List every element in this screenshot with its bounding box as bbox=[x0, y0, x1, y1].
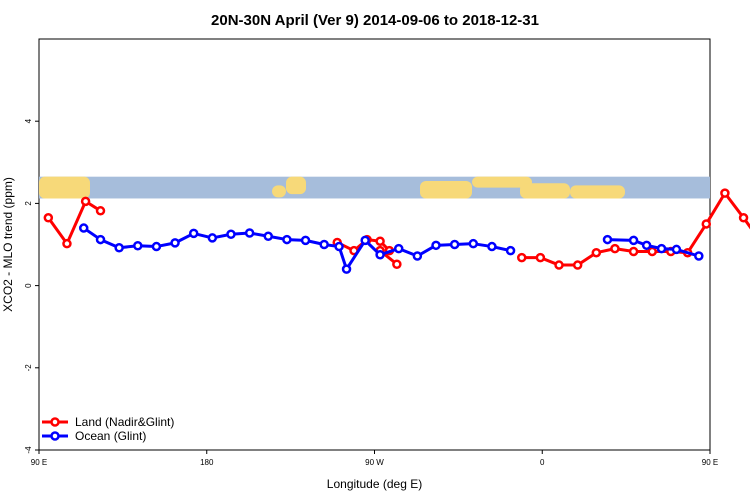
x-tick-label: 180 bbox=[200, 458, 214, 467]
data-point bbox=[226, 229, 236, 239]
data-point bbox=[43, 213, 54, 223]
data-point bbox=[282, 234, 292, 245]
data-point bbox=[694, 251, 704, 261]
data-point bbox=[360, 235, 370, 246]
data-point bbox=[591, 247, 602, 258]
data-point bbox=[487, 241, 497, 252]
data-point bbox=[535, 252, 546, 263]
data-point bbox=[671, 244, 682, 255]
x-tick-label: 90 E bbox=[702, 458, 718, 467]
data-point bbox=[341, 264, 352, 274]
data-point bbox=[431, 240, 441, 251]
data-point bbox=[656, 243, 667, 254]
data-point bbox=[300, 235, 311, 246]
x-tick-label: 90 E bbox=[31, 458, 47, 467]
data-point bbox=[393, 243, 404, 254]
series-layer bbox=[43, 188, 750, 274]
data-point bbox=[572, 260, 583, 270]
y-tick-label: 4 bbox=[24, 118, 33, 123]
data-point bbox=[505, 245, 516, 256]
legend-label: Land (Nadir&Glint) bbox=[75, 415, 174, 429]
series-land bbox=[43, 188, 750, 270]
data-point bbox=[392, 259, 402, 269]
data-point bbox=[375, 236, 385, 246]
series-line bbox=[47, 199, 102, 246]
data-point bbox=[78, 223, 89, 233]
map-land-2 bbox=[286, 176, 306, 195]
data-point bbox=[319, 239, 329, 250]
data-point bbox=[602, 234, 613, 245]
y-tick-label: 2 bbox=[24, 201, 33, 206]
data-point bbox=[449, 239, 460, 250]
legend-marker bbox=[50, 417, 60, 427]
x-tick-label: 90 W bbox=[365, 458, 384, 467]
map-land-0 bbox=[39, 176, 90, 199]
data-point bbox=[516, 252, 527, 263]
world-map-band bbox=[39, 176, 710, 199]
y-tick-label: -2 bbox=[24, 364, 33, 372]
legend: Land (Nadir&Glint)Ocean (Glint) bbox=[42, 415, 174, 443]
data-point bbox=[80, 196, 91, 207]
y-tick-label: -4 bbox=[24, 446, 33, 454]
series-ocean bbox=[78, 223, 704, 274]
x-axis-label: Longitude (deg E) bbox=[327, 477, 422, 491]
data-point bbox=[375, 250, 385, 260]
map-land-4 bbox=[472, 176, 532, 188]
data-point bbox=[720, 188, 730, 198]
map-land-6 bbox=[570, 185, 625, 199]
data-point bbox=[170, 238, 180, 248]
data-point bbox=[701, 219, 712, 229]
data-point bbox=[151, 241, 162, 252]
axes: -4 -2 0 2 4 90 E 180 90 W 0 90 E bbox=[24, 118, 718, 467]
data-point bbox=[95, 206, 106, 216]
legend-marker bbox=[50, 431, 60, 441]
data-point bbox=[114, 243, 124, 253]
data-point bbox=[95, 234, 106, 245]
y-tick-label: 0 bbox=[24, 283, 33, 288]
chart-title: 20N-30N April (Ver 9) 2014-09-06 to 2018… bbox=[211, 12, 539, 29]
y-axis-label: XCO2 - MLO trend (ppm) bbox=[1, 177, 15, 312]
data-point bbox=[641, 240, 652, 251]
data-point bbox=[244, 228, 255, 238]
data-point bbox=[412, 251, 423, 261]
data-point bbox=[610, 243, 620, 254]
map-land-5 bbox=[520, 183, 570, 199]
map-land-3 bbox=[420, 181, 472, 199]
data-point bbox=[133, 240, 143, 251]
data-point bbox=[207, 233, 218, 243]
legend-label: Ocean (Glint) bbox=[75, 429, 146, 443]
data-point bbox=[647, 246, 657, 257]
map-land-1 bbox=[272, 185, 286, 198]
data-point bbox=[188, 228, 199, 239]
data-point bbox=[263, 231, 274, 242]
data-point bbox=[738, 213, 749, 223]
data-point bbox=[62, 238, 72, 249]
data-point bbox=[554, 260, 564, 270]
data-point bbox=[628, 235, 639, 246]
data-point bbox=[468, 238, 479, 249]
data-point bbox=[334, 241, 344, 252]
data-point bbox=[628, 246, 639, 257]
series-line bbox=[82, 226, 511, 271]
x-tick-label: 0 bbox=[540, 458, 545, 467]
